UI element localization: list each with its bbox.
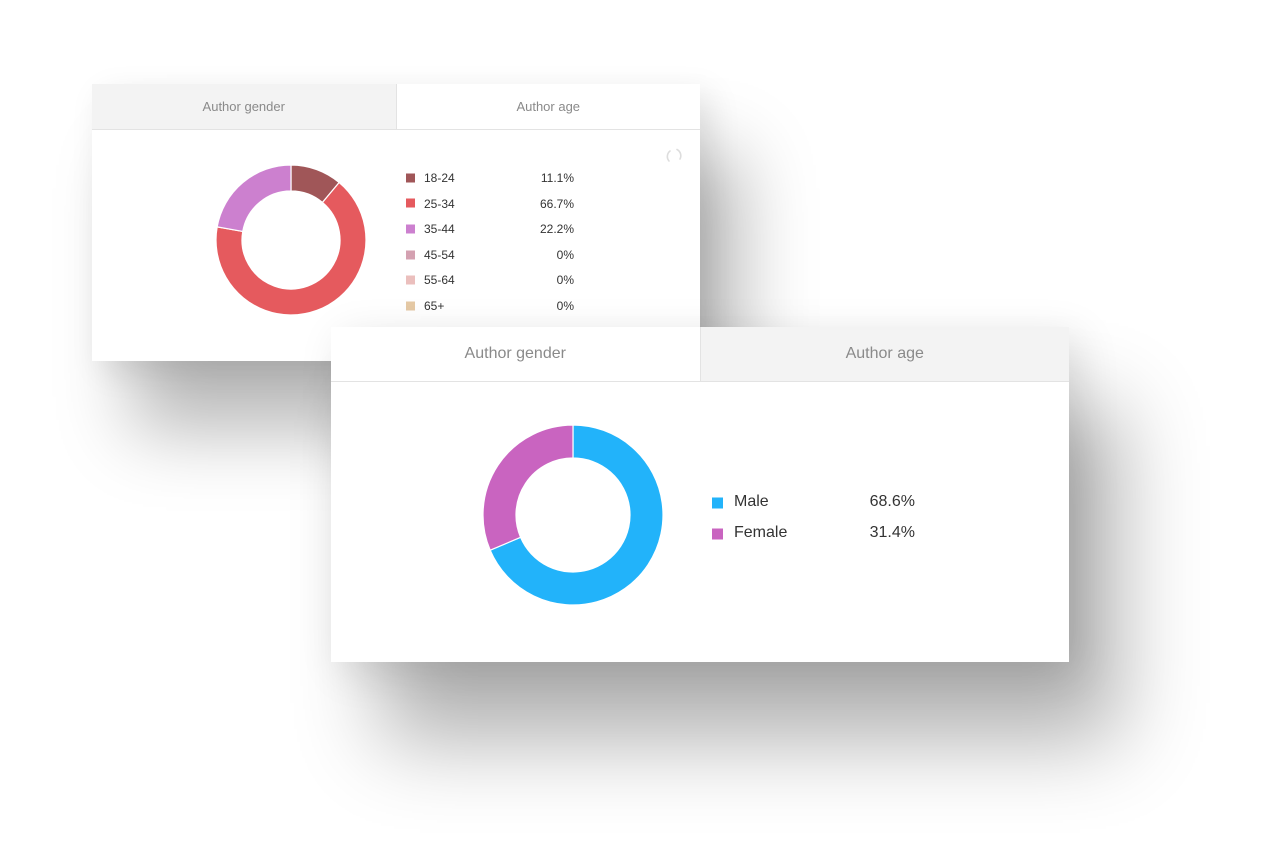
legend-label: 45-54: [424, 247, 455, 262]
author-gender-card: Author gender Author age Male 68.6% Female…: [331, 327, 1069, 662]
age-legend-item[interactable]: 35-44 22.2%: [406, 219, 576, 245]
legend-value: 22.2%: [539, 222, 574, 237]
gender-legend-item[interactable]: Female 31.4%: [712, 521, 917, 552]
legend-value: 0%: [556, 247, 574, 262]
legend-value: 31.4%: [869, 524, 915, 541]
gender-donut-chart: [482, 424, 664, 606]
legend-swatch: [712, 528, 723, 539]
legend-value: 0%: [556, 298, 574, 313]
tab-bar: Author gender Author age: [92, 84, 700, 130]
legend-swatch: [712, 497, 723, 508]
legend-swatch: [406, 198, 415, 208]
gender-slice-female[interactable]: [482, 424, 574, 552]
legend-label: 35-44: [424, 222, 455, 237]
tab-author-age[interactable]: Author age: [395, 84, 700, 129]
legend-label: 25-34: [424, 196, 455, 211]
age-slice-35-44[interactable]: [216, 164, 292, 233]
age-donut-chart: [215, 164, 367, 316]
legend-value: 11.1%: [540, 171, 574, 185]
legend-label: 18-24: [424, 171, 455, 185]
gender-legend-item[interactable]: Male 68.6%: [712, 490, 917, 521]
age-legend-item[interactable]: 25-34 66.7%: [406, 194, 576, 220]
age-slice-25-34[interactable]: [215, 181, 367, 316]
legend-label: 65+: [424, 298, 445, 313]
legend-swatch: [406, 250, 415, 260]
age-legend-item[interactable]: 18-24 11.1%: [406, 168, 576, 194]
age-legend-item[interactable]: 45-54 0%: [406, 245, 576, 271]
age-legend-item[interactable]: 65+ 0%: [406, 296, 576, 322]
tab-author-gender[interactable]: Author gender: [92, 84, 396, 129]
legend-label: 55-64: [424, 273, 455, 288]
legend-value: 0%: [556, 273, 574, 288]
legend-swatch: [406, 301, 415, 311]
legend-label: Female: [734, 524, 788, 541]
tab-bar: Author gender Author age: [331, 327, 1069, 382]
age-legend-item[interactable]: 55-64 0%: [406, 270, 576, 296]
legend-label: Male: [734, 493, 769, 510]
spinner-icon: [666, 148, 682, 162]
author-age-card: Author gender Author age 18-24 11.1% 25-34…: [92, 84, 700, 361]
legend-swatch: [406, 275, 415, 285]
gender-slice-male[interactable]: [489, 424, 664, 606]
legend-value: 66.7%: [539, 196, 574, 211]
gender-legend: Male 68.6% Female 31.4%: [712, 490, 917, 552]
tab-author-age[interactable]: Author age: [699, 327, 1069, 381]
legend-swatch: [406, 224, 415, 234]
tab-author-gender[interactable]: Author gender: [331, 327, 700, 381]
legend-value: 68.6%: [869, 493, 915, 510]
legend-swatch: [406, 173, 415, 183]
age-legend: 18-24 11.1% 25-34 66.7% 35-44 22.2% 45-54 0% 55-…: [406, 168, 576, 322]
